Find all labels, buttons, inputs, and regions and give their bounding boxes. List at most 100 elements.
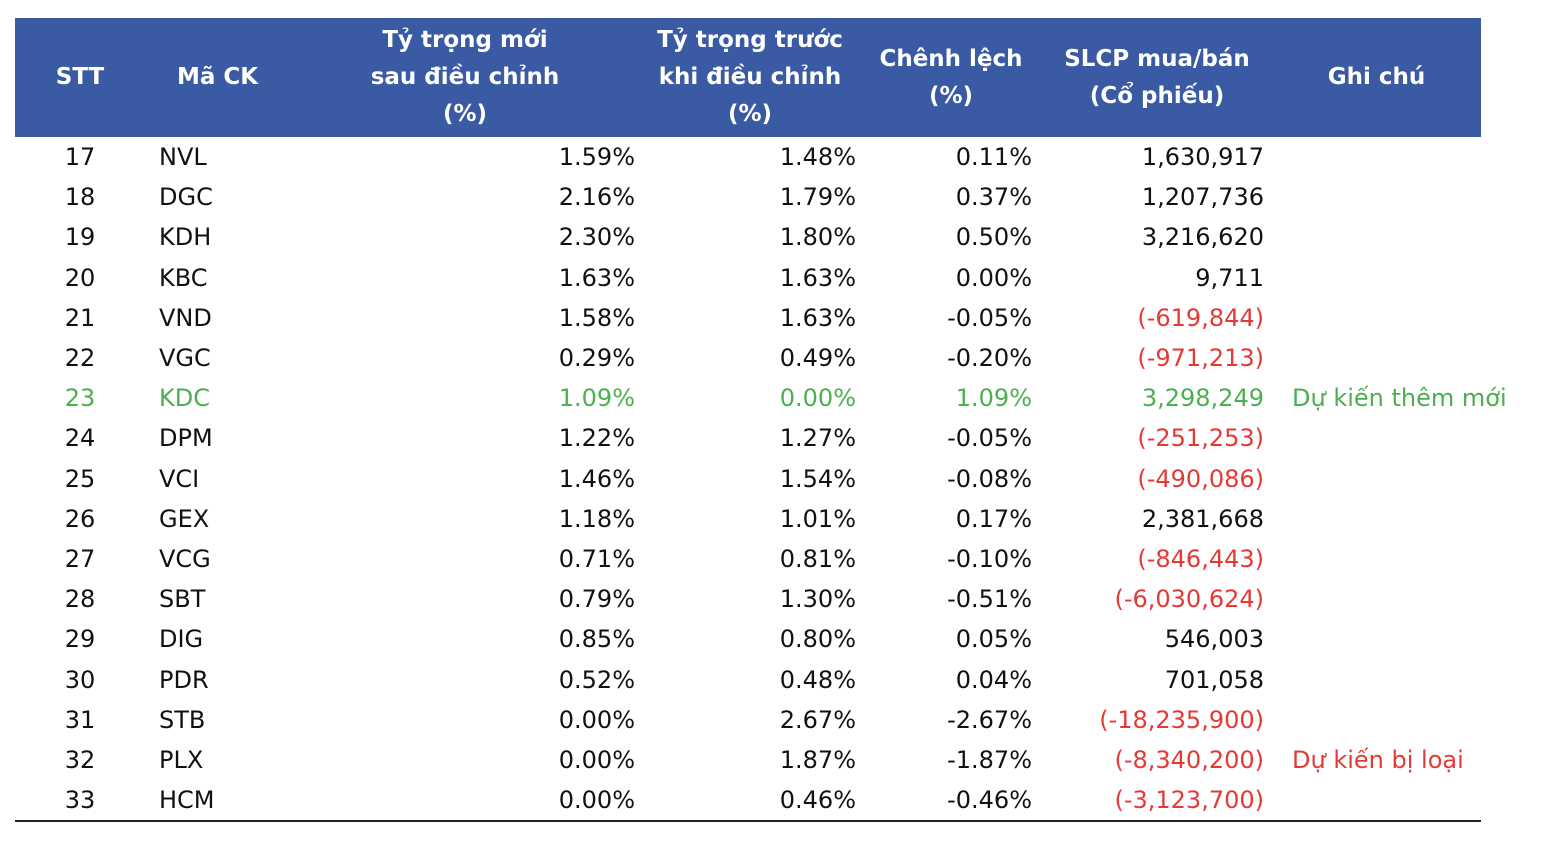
cell-ty-trong-truoc: 1.80% xyxy=(779,223,856,252)
cell-chenh-lech: -0.05% xyxy=(947,303,1032,332)
cell-stt: 21 xyxy=(64,303,96,332)
cell-chenh-lech: -0.10% xyxy=(947,544,1032,573)
cell-chenh-lech: -0.51% xyxy=(947,585,1032,614)
cell-ty-trong-truoc: 1.27% xyxy=(779,424,856,453)
cell-ty-trong-truoc: 0.49% xyxy=(779,344,856,373)
cell-ma-ck: KDH xyxy=(159,223,212,252)
cell-ty-trong-moi: 2.30% xyxy=(558,223,635,252)
cell-slcp: (-971,213) xyxy=(1137,344,1264,373)
cell-stt: 17 xyxy=(64,143,96,172)
cell-ty-trong-moi: 0.00% xyxy=(558,786,635,815)
table-row: 22 VGC 0.29% 0.49% -0.20% (-971,213) xyxy=(15,338,1481,378)
cell-stt: 18 xyxy=(64,183,96,212)
cell-chenh-lech: 0.50% xyxy=(955,223,1032,252)
cell-ma-ck: NVL xyxy=(159,143,207,172)
cell-slcp: (-3,123,700) xyxy=(1114,786,1264,815)
cell-ma-ck: GEX xyxy=(159,504,210,533)
cell-stt: 23 xyxy=(64,384,96,413)
cell-stt: 20 xyxy=(64,263,96,292)
table-row: 24 DPM 1.22% 1.27% -0.05% (-251,253) xyxy=(15,418,1481,458)
cell-ty-trong-moi: 0.85% xyxy=(558,625,635,654)
cell-ma-ck: KDC xyxy=(159,384,210,413)
cell-ghi-chu xyxy=(1272,499,1481,539)
cell-ty-trong-truoc: 0.80% xyxy=(779,625,856,654)
cell-chenh-lech: 0.17% xyxy=(955,504,1032,533)
header-ma-ck: Mã CK xyxy=(145,18,290,137)
cell-ty-trong-truoc: 1.30% xyxy=(779,585,856,614)
cell-ty-trong-moi: 2.16% xyxy=(558,183,635,212)
cell-slcp: (-251,253) xyxy=(1137,424,1264,453)
cell-ghi-chu xyxy=(1272,217,1481,257)
cell-ghi-chu xyxy=(1272,780,1481,820)
cell-slcp: 546,003 xyxy=(1164,625,1264,654)
table-row: 18 DGC 2.16% 1.79% 0.37% 1,207,736 xyxy=(15,177,1481,217)
cell-slcp: (-490,086) xyxy=(1137,464,1264,493)
header-line: Ghi chú xyxy=(1327,64,1426,90)
cell-chenh-lech: -1.87% xyxy=(947,745,1032,774)
table-header: STT Mã CK Tỷ trọng mới sau điều chỉnh (%) … xyxy=(15,18,1481,137)
cell-ghi-chu xyxy=(1272,418,1481,458)
cell-ty-trong-truoc: 0.00% xyxy=(779,384,856,413)
cell-ghi-chu xyxy=(1272,579,1481,619)
cell-ty-trong-truoc: 0.46% xyxy=(779,786,856,815)
cell-chenh-lech: -0.08% xyxy=(947,464,1032,493)
cell-slcp: 1,207,736 xyxy=(1141,183,1264,212)
cell-slcp: 3,216,620 xyxy=(1141,223,1264,252)
header-ghi-chu: Ghi chú xyxy=(1272,18,1481,137)
cell-ghi-chu: Dự kiến thêm mới xyxy=(1292,384,1507,413)
cell-ty-trong-moi: 1.59% xyxy=(558,143,635,172)
table-row: 23 KDC 1.09% 0.00% 1.09% 3,298,249 Dự kiến thê… xyxy=(15,378,1507,418)
table-row: 25 VCI 1.46% 1.54% -0.08% (-490,086) xyxy=(15,459,1481,499)
cell-ty-trong-truoc: 1.79% xyxy=(779,183,856,212)
cell-ghi-chu xyxy=(1272,258,1481,298)
table-row: 32 PLX 0.00% 1.87% -1.87% (-8,340,200) Dự kiến… xyxy=(15,740,1481,780)
cell-ghi-chu xyxy=(1272,338,1481,378)
table-body: 17 NVL 1.59% 1.48% 0.11% 1,630,917 18 DGC 2.16% 1… xyxy=(15,137,1507,820)
cell-chenh-lech: 0.00% xyxy=(955,263,1032,292)
cell-slcp: (-6,030,624) xyxy=(1114,585,1264,614)
table-row: 20 KBC 1.63% 1.63% 0.00% 9,711 xyxy=(15,258,1481,298)
cell-ty-trong-moi: 0.00% xyxy=(558,745,635,774)
header-line: SLCP mua/bán xyxy=(1064,45,1250,72)
cell-ty-trong-truoc: 1.87% xyxy=(779,745,856,774)
cell-ty-trong-moi: 1.58% xyxy=(558,303,635,332)
header-line: (%) xyxy=(442,101,488,127)
table-row: 27 VCG 0.71% 0.81% -0.10% (-846,443) xyxy=(15,539,1481,579)
cell-chenh-lech: -2.67% xyxy=(947,705,1032,734)
cell-slcp: 9,711 xyxy=(1195,263,1264,292)
cell-ma-ck: VCI xyxy=(159,464,200,493)
table-row: 33 HCM 0.00% 0.46% -0.46% (-3,123,700) xyxy=(15,780,1481,820)
cell-chenh-lech: -0.05% xyxy=(947,424,1032,453)
header-line: Chênh lệch xyxy=(879,45,1023,72)
cell-ma-ck: DPM xyxy=(159,424,213,453)
table-bottom-rule xyxy=(15,820,1481,823)
cell-ty-trong-truoc: 1.63% xyxy=(779,263,856,292)
cell-stt: 33 xyxy=(64,786,96,815)
cell-ma-ck: SBT xyxy=(159,585,206,614)
header-row: STT Mã CK Tỷ trọng mới sau điều chỉnh (%) … xyxy=(15,18,1481,137)
cell-stt: 26 xyxy=(64,504,96,533)
cell-stt: 22 xyxy=(64,344,96,373)
cell-ty-trong-moi: 0.71% xyxy=(558,544,635,573)
cell-ty-trong-truoc: 1.01% xyxy=(779,504,856,533)
table-row: 21 VND 1.58% 1.63% -0.05% (-619,844) xyxy=(15,298,1481,338)
cell-ma-ck: KBC xyxy=(159,263,208,292)
cell-ty-trong-truoc: 0.48% xyxy=(779,665,856,694)
header-chenh-lech: Chênh lệch (%) xyxy=(860,18,1042,137)
table-row: 31 STB 0.00% 2.67% -2.67% (-18,235,900) xyxy=(15,700,1481,740)
cell-stt: 24 xyxy=(64,424,96,453)
cell-ma-ck: PDR xyxy=(159,665,209,694)
header-ty-trong-truoc: Tỷ trọng trước khi điều chỉnh (%) xyxy=(640,18,860,137)
table-row: 19 KDH 2.30% 1.80% 0.50% 3,216,620 xyxy=(15,217,1481,257)
header-line: Tỷ trọng trước xyxy=(657,27,843,53)
cell-slcp: (-8,340,200) xyxy=(1114,745,1264,774)
cell-ty-trong-truoc: 1.54% xyxy=(779,464,856,493)
table-row: 26 GEX 1.18% 1.01% 0.17% 2,381,668 xyxy=(15,499,1481,539)
cell-stt: 32 xyxy=(64,745,96,774)
cell-chenh-lech: -0.20% xyxy=(947,344,1032,373)
cell-ghi-chu xyxy=(1272,659,1481,699)
cell-ma-ck: HCM xyxy=(159,786,215,815)
cell-ty-trong-moi: 0.00% xyxy=(558,705,635,734)
cell-slcp: (-846,443) xyxy=(1137,544,1264,573)
cell-ma-ck: VND xyxy=(159,303,212,332)
